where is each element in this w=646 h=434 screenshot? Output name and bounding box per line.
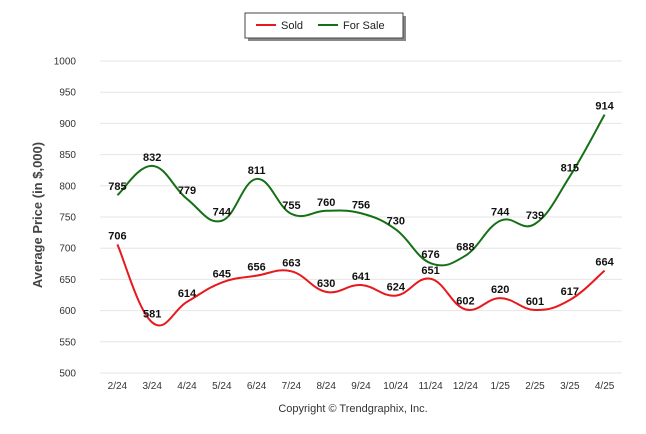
x-tick-label: 7/24 [282, 381, 302, 392]
data-label-sold: 656 [247, 262, 265, 274]
y-tick-label: 1000 [54, 57, 77, 68]
data-labels: 706 581 614 645 656 663 630 641 624 651 602 620 601 6… [108, 101, 614, 321]
y-tick-label: 950 [59, 88, 76, 99]
data-label-for-sale: 914 [595, 101, 614, 113]
x-tick-label: 6/24 [247, 381, 267, 392]
x-tick-label: 10/24 [383, 381, 408, 392]
x-axis-ticks: 2/24 3/24 4/24 5/24 6/24 7/24 8/24 9/24 10/24 11/… [108, 381, 615, 392]
data-label-sold: 630 [317, 278, 335, 290]
y-tick-label: 550 [59, 337, 76, 348]
data-label-for-sale: 756 [352, 199, 370, 211]
y-tick-label: 500 [59, 369, 76, 380]
data-label-for-sale: 779 [178, 185, 196, 197]
series-line-for-sale [116, 114, 606, 267]
data-label-for-sale: 730 [387, 215, 405, 227]
x-tick-label: 8/24 [316, 381, 336, 392]
data-label-for-sale: 755 [282, 200, 300, 212]
legend-label-for-sale: For Sale [343, 20, 385, 32]
legend-item-for-sale[interactable]: For Sale [318, 20, 385, 32]
data-label-sold: 651 [421, 265, 439, 277]
data-label-for-sale: 688 [456, 242, 474, 254]
data-label-for-sale: 760 [317, 197, 335, 209]
y-tick-label: 900 [59, 119, 76, 130]
data-label-sold: 581 [143, 308, 161, 320]
data-label-sold: 617 [561, 286, 579, 298]
data-label-sold: 664 [595, 257, 614, 269]
series-line-sold [116, 244, 606, 327]
data-label-for-sale: 815 [561, 162, 579, 174]
y-tick-label: 800 [59, 181, 76, 192]
data-label-for-sale: 676 [421, 249, 439, 261]
x-tick-label: 4/24 [177, 381, 197, 392]
x-tick-label: 5/24 [212, 381, 232, 392]
x-tick-label: 1/25 [490, 381, 510, 392]
data-label-sold: 602 [456, 295, 474, 307]
x-tick-label: 3/25 [560, 381, 580, 392]
grid-lines [100, 60, 622, 374]
data-label-sold: 614 [178, 288, 197, 300]
data-label-for-sale: 744 [213, 207, 232, 219]
data-label-for-sale: 832 [143, 152, 161, 164]
series-lines [116, 114, 606, 327]
y-axis-ticks: 500 550 600 650 700 750 800 850 900 950 1000 [54, 57, 77, 380]
copyright-text: Copyright © Trendgraphix, Inc. [278, 403, 427, 415]
data-label-sold: 706 [108, 230, 126, 242]
data-label-sold: 601 [526, 296, 544, 308]
y-axis-title: Average Price (in $,000) [30, 142, 45, 288]
legend-label-sold: Sold [281, 20, 303, 32]
x-tick-label: 4/25 [595, 381, 615, 392]
legend-item-sold[interactable]: Sold [256, 20, 303, 32]
data-label-for-sale: 785 [108, 181, 126, 193]
x-tick-label: 12/24 [453, 381, 478, 392]
data-label-sold: 663 [282, 257, 300, 269]
y-tick-label: 700 [59, 244, 76, 255]
x-tick-label: 9/24 [351, 381, 371, 392]
data-label-for-sale: 744 [491, 207, 510, 219]
data-label-sold: 620 [491, 284, 509, 296]
data-label-sold: 641 [352, 271, 370, 283]
data-label-for-sale: 811 [248, 165, 266, 177]
y-tick-label: 850 [59, 150, 76, 161]
x-tick-label: 2/24 [108, 381, 128, 392]
y-tick-label: 650 [59, 275, 76, 286]
data-label-sold: 624 [387, 282, 406, 294]
legend: Sold For Sale [244, 12, 406, 41]
x-tick-label: 2/25 [525, 381, 545, 392]
x-tick-label: 3/24 [142, 381, 162, 392]
data-label-sold: 645 [213, 269, 231, 281]
x-tick-label: 11/24 [418, 381, 443, 392]
y-tick-label: 750 [59, 213, 76, 224]
data-label-for-sale: 739 [526, 210, 544, 222]
y-tick-label: 600 [59, 306, 76, 317]
